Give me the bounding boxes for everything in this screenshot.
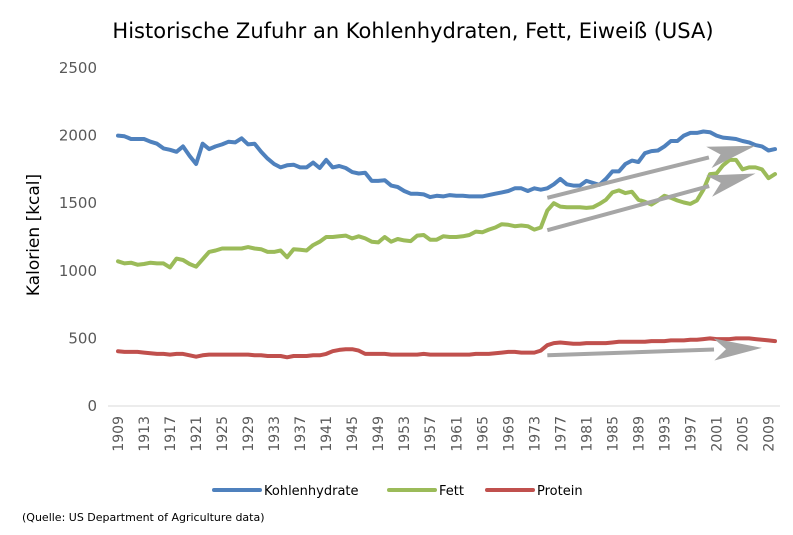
x-tick-label: 1937 xyxy=(293,416,309,452)
y-tick-label: 1500 xyxy=(59,194,97,212)
x-tick-label: 1933 xyxy=(267,416,283,452)
series-line-kohlenhydrate xyxy=(116,129,777,200)
legend-label-kohlenhydrate: Kohlenhydrate xyxy=(264,484,359,499)
y-axis-label: Kalorien [kcal] xyxy=(24,174,44,296)
y-tick-label: 2000 xyxy=(59,127,97,145)
series-line-protein xyxy=(116,336,777,360)
x-tick-label: 1961 xyxy=(449,416,465,452)
y-tick-label: 0 xyxy=(87,397,97,415)
x-tick-label: 1913 xyxy=(137,416,153,452)
trend-arrow-shaft-protein xyxy=(547,347,715,358)
trend-arrow-head-fett xyxy=(706,173,756,197)
legend: Kohlenhydrate Fett Protein xyxy=(212,484,583,499)
x-tick-label: 1929 xyxy=(241,416,257,452)
x-axis: 1909 1913 1917 1921 1925 1929 1933 1937 1941 1945… xyxy=(111,416,777,452)
x-tick-label: 2009 xyxy=(761,416,777,452)
x-tick-label: 1945 xyxy=(345,416,361,452)
source-note: (Quelle: US Department of Agriculture da… xyxy=(22,511,265,524)
x-tick-label: 1997 xyxy=(683,416,699,452)
x-tick-label: 1969 xyxy=(501,416,517,452)
x-tick-label: 1949 xyxy=(371,416,387,452)
x-tick-label: 1941 xyxy=(319,416,335,452)
x-tick-label: 2005 xyxy=(735,416,751,452)
x-tick-label: 1909 xyxy=(111,416,127,452)
x-tick-label: 1981 xyxy=(579,416,595,452)
series-line-fett xyxy=(116,157,777,270)
x-tick-label: 1921 xyxy=(189,416,205,452)
trend-arrow-head-kohlenhydrate xyxy=(706,145,756,169)
legend-label-protein: Protein xyxy=(537,484,583,499)
x-tick-label: 2001 xyxy=(709,416,725,452)
trend-arrows xyxy=(546,145,762,361)
x-tick-label: 1917 xyxy=(163,416,179,452)
x-tick-label: 1973 xyxy=(527,416,543,452)
x-tick-label: 1925 xyxy=(215,416,231,452)
y-tick-label: 1000 xyxy=(59,262,97,280)
x-tick-label: 1965 xyxy=(475,416,491,452)
x-tick-label: 1985 xyxy=(605,416,621,452)
trend-arrow-shaft-kohlenhydrate xyxy=(546,155,710,200)
x-tick-label: 1989 xyxy=(631,416,647,452)
chart-title: Historische Zufuhr an Kohlenhydraten, Fe… xyxy=(112,19,713,43)
y-tick-label: 500 xyxy=(68,329,97,347)
x-tick-label: 1977 xyxy=(553,416,569,452)
x-tick-label: 1953 xyxy=(397,416,413,452)
trend-arrow-shaft-fett xyxy=(546,184,710,233)
x-tick-label: 1993 xyxy=(657,416,673,452)
x-tick-label: 1957 xyxy=(423,416,439,452)
y-axis: 0 500 1000 1500 2000 2500 xyxy=(59,59,97,415)
legend-label-fett: Fett xyxy=(439,484,464,499)
y-tick-label: 2500 xyxy=(59,59,97,77)
trend-arrow-head-protein xyxy=(713,338,762,361)
